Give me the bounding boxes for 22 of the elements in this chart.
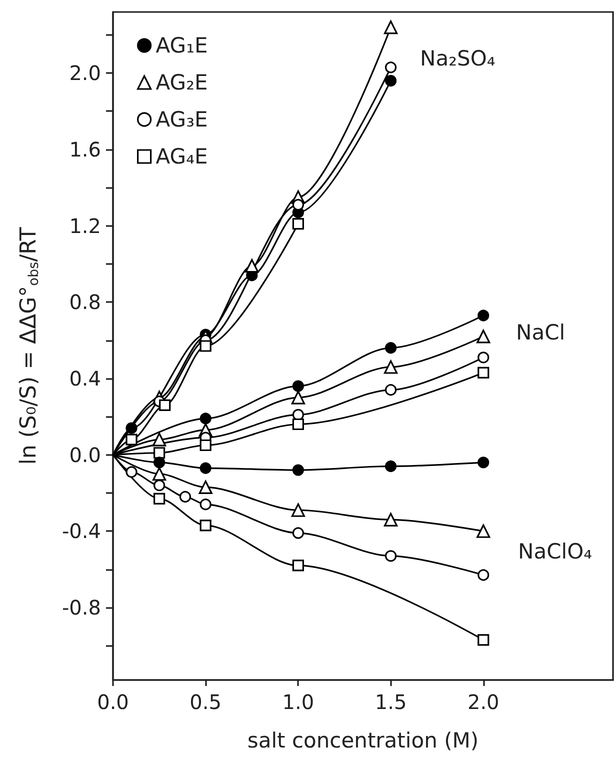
legend-label: AG₄E (156, 144, 208, 168)
y-axis-title: ln (S₀/S) = ΔΔG°obs/RT (16, 226, 42, 465)
legend-label: AG₂E (156, 70, 208, 94)
y-tick-label: 0.8 (69, 290, 101, 314)
y-tick-label: -0.4 (62, 519, 101, 544)
legend-label: AG₁E (156, 34, 208, 58)
y-tick-label: -0.8 (62, 595, 101, 620)
x-tick-label: 1.5 (374, 690, 407, 714)
y-tick-label: 1.6 (69, 137, 101, 162)
y-tick-label: 2.0 (69, 61, 101, 86)
annotation: NaCl (516, 320, 566, 344)
y-tick-label: 0.4 (69, 366, 101, 390)
annotation: Na₂SO₄ (420, 46, 496, 70)
x-tick-label: 0.0 (97, 690, 129, 714)
legend-label: AG₃E (156, 108, 208, 132)
annotation: NaClO₄ (518, 540, 592, 564)
x-axis-title: salt concentration (M) (247, 728, 479, 752)
y-tick-label: 1.2 (69, 214, 101, 238)
x-tick-label: 2.0 (467, 690, 500, 714)
y-tick-label: 0.0 (69, 442, 101, 467)
x-tick-label: 0.5 (190, 690, 222, 714)
x-tick-label: 1.0 (282, 690, 314, 714)
